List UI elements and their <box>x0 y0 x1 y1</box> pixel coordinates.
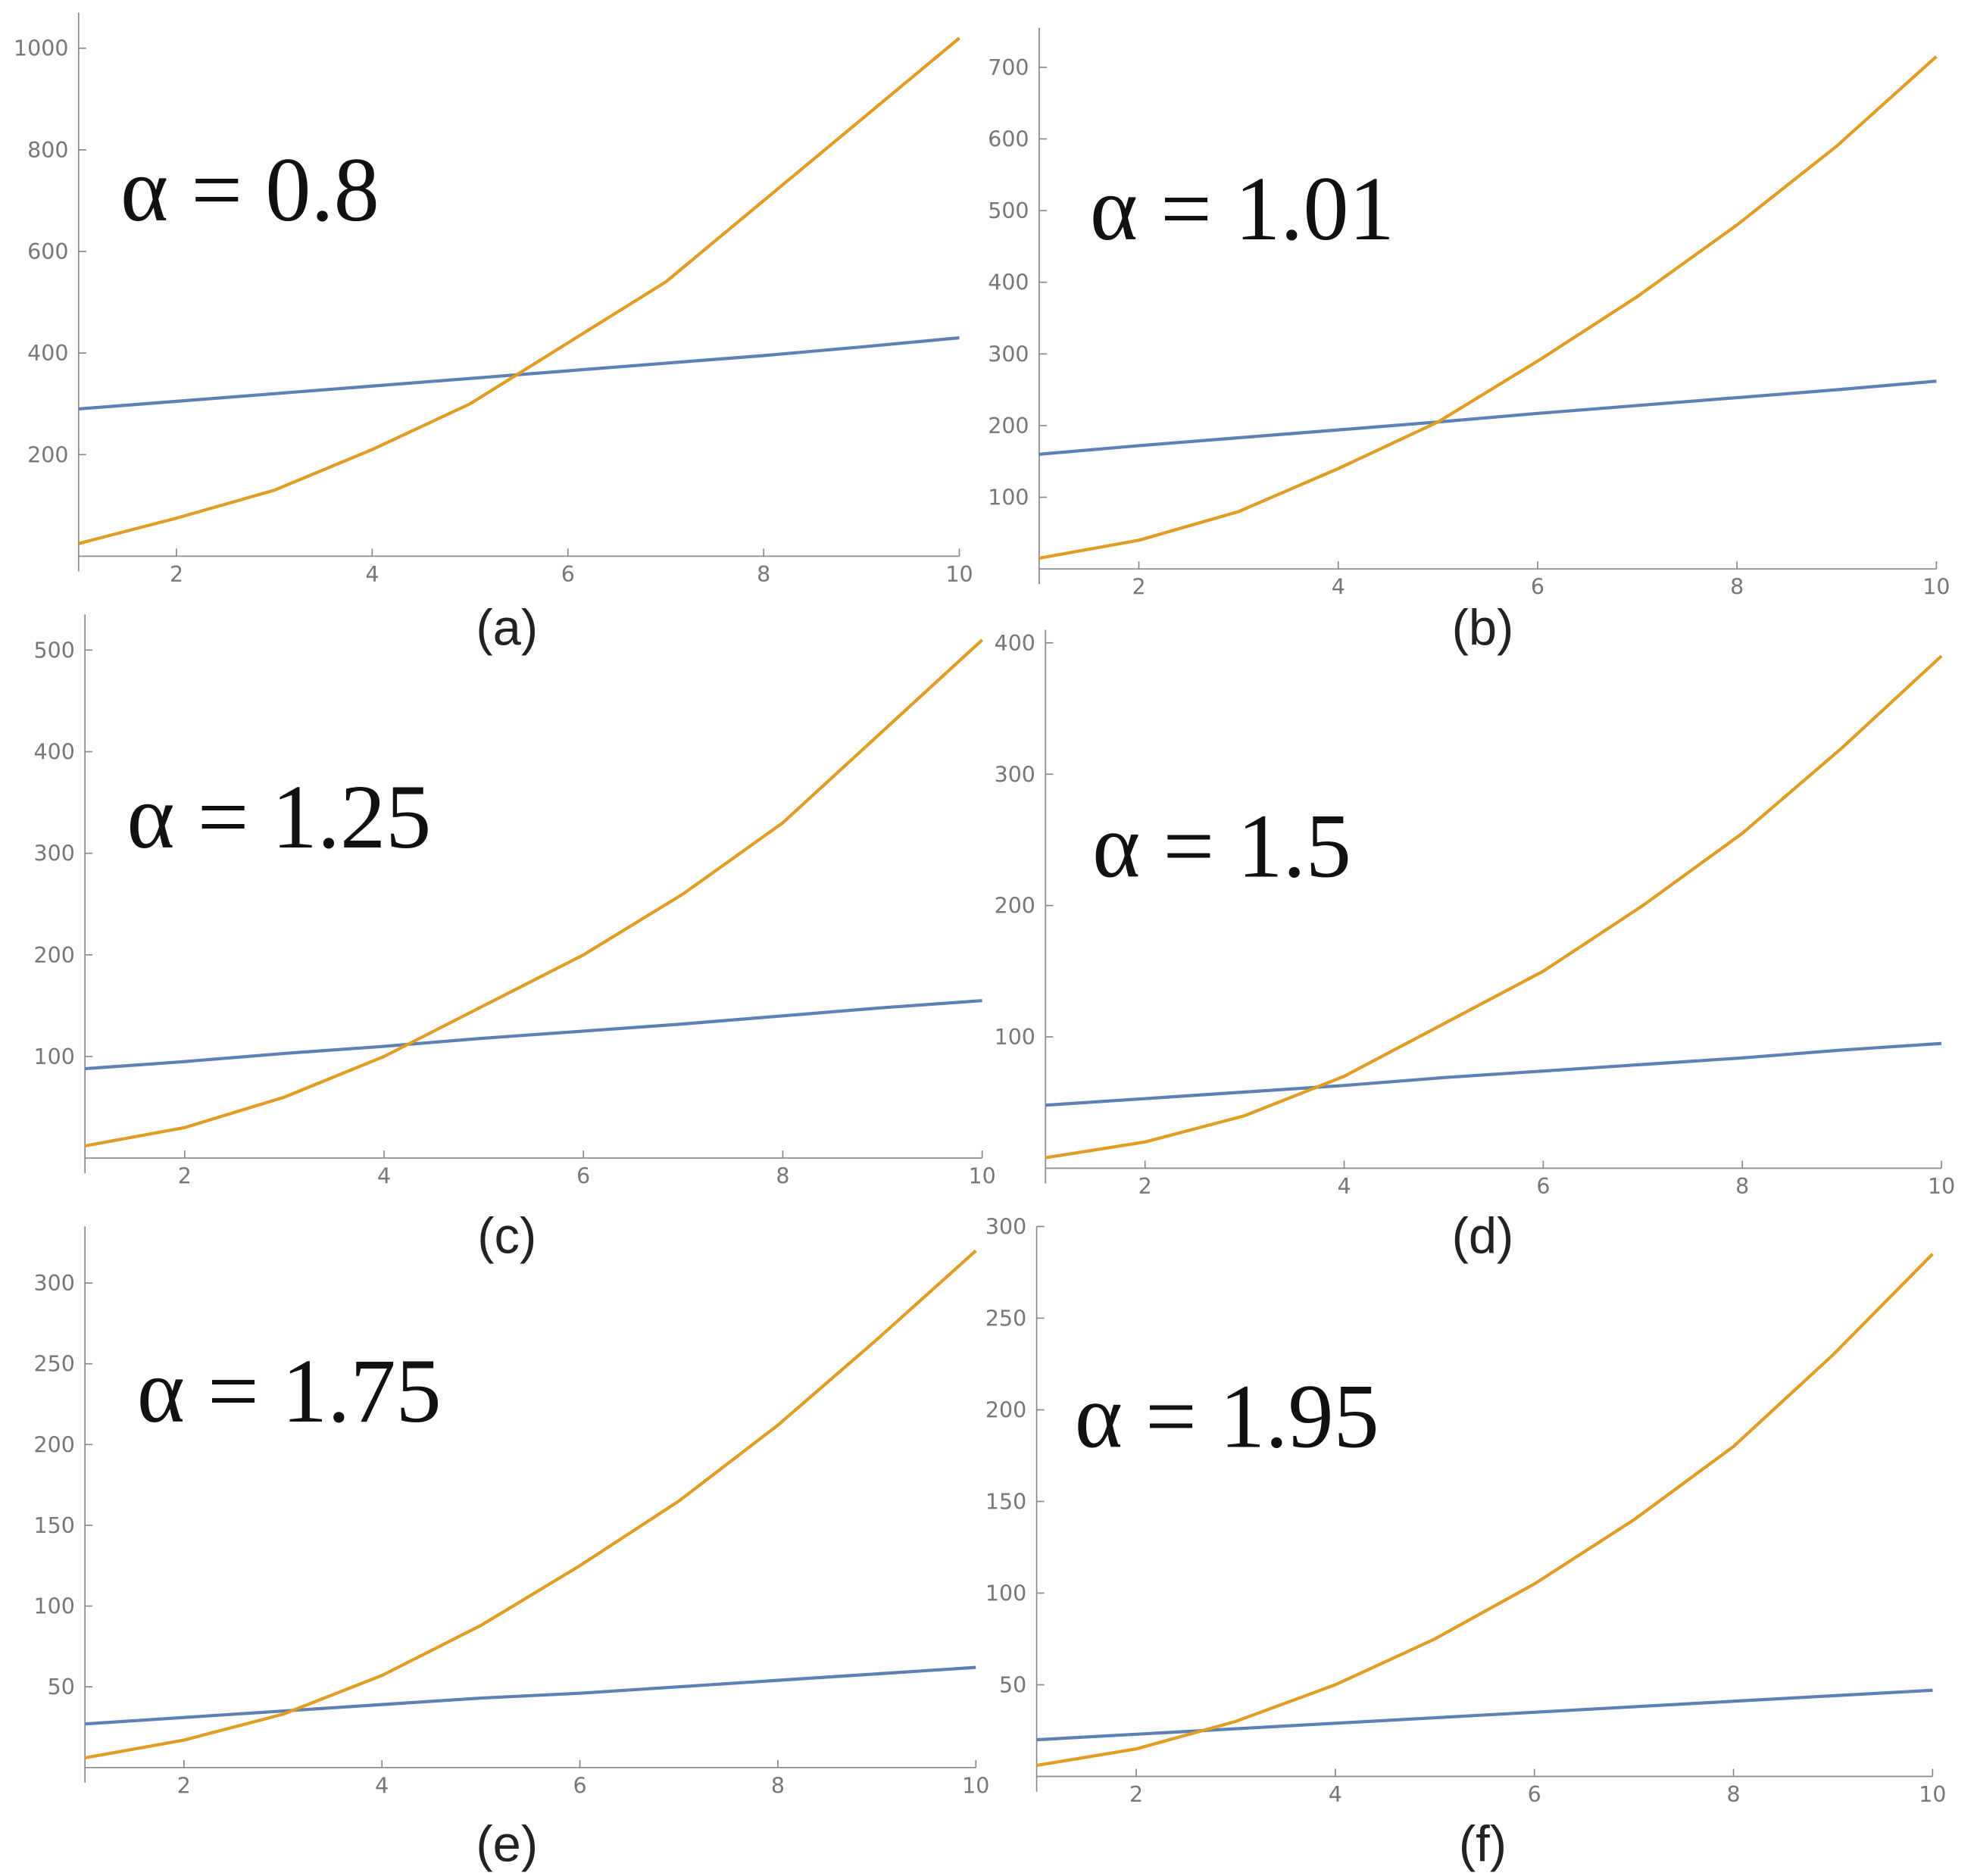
series-line <box>78 36 960 545</box>
x-tick-label: 6 <box>573 1773 587 1798</box>
y-tick-label: 200 <box>34 943 75 968</box>
x-tick-label: 8 <box>757 562 770 587</box>
series-line <box>1038 379 1937 456</box>
x-tick-label: 10 <box>1922 575 1950 600</box>
annotation: α = 1.75 <box>137 1341 442 1442</box>
x-tick-label: 6 <box>1528 1782 1541 1807</box>
y-tick-label: 400 <box>988 270 1029 295</box>
series-line <box>1045 1041 1942 1107</box>
x-tick-label: 8 <box>1735 1174 1749 1199</box>
y-tick-label: 400 <box>995 631 1035 656</box>
x-tick-label: 4 <box>377 1164 391 1189</box>
x-tick-label: 8 <box>771 1773 785 1798</box>
caption: (a) <box>476 600 538 657</box>
y-tick-label: 200 <box>34 1432 75 1457</box>
x-tick-label: 10 <box>962 1773 989 1798</box>
y-tick-label: 200 <box>985 1397 1026 1422</box>
series-line <box>84 638 984 1148</box>
x-tick-label: 4 <box>375 1773 389 1798</box>
y-tick-label: 250 <box>985 1306 1026 1331</box>
y-tick-label: 300 <box>34 841 75 866</box>
y-tick-label: 200 <box>27 442 68 467</box>
y-tick-label: 300 <box>34 1271 75 1296</box>
series-line <box>84 1249 977 1760</box>
x-tick-label: 4 <box>365 562 379 587</box>
series-line <box>1036 1688 1933 1742</box>
x-tick-label: 4 <box>1338 1174 1351 1199</box>
y-tick-label: 300 <box>995 762 1035 787</box>
annotation: α = 1.5 <box>1092 797 1351 897</box>
y-tick-label: 500 <box>988 198 1029 223</box>
series-line <box>1036 1253 1934 1768</box>
y-tick-label: 600 <box>988 126 1029 151</box>
x-tick-label: 2 <box>178 1164 192 1189</box>
y-tick-label: 200 <box>988 414 1029 439</box>
y-tick-label: 100 <box>995 1025 1035 1050</box>
caption: (f) <box>1459 1816 1507 1873</box>
y-tick-label: 150 <box>985 1490 1026 1515</box>
x-tick-label: 8 <box>1730 575 1744 600</box>
x-tick-label: 4 <box>1332 575 1345 600</box>
y-tick-label: 150 <box>34 1513 75 1538</box>
series-line <box>1045 654 1943 1160</box>
y-tick-label: 100 <box>988 485 1029 510</box>
x-tick-label: 6 <box>576 1164 590 1189</box>
y-tick-label: 800 <box>27 138 68 163</box>
caption: (c) <box>477 1208 536 1265</box>
x-tick-label: 6 <box>1531 575 1544 600</box>
y-tick-label: 500 <box>34 638 75 663</box>
x-tick-label: 10 <box>969 1164 996 1189</box>
x-tick-label: 6 <box>561 562 575 587</box>
series-line <box>85 999 982 1071</box>
x-tick-label: 10 <box>945 562 973 587</box>
y-tick-label: 50 <box>48 1675 75 1700</box>
x-tick-label: 8 <box>1726 1782 1740 1807</box>
series-line <box>85 1665 976 1726</box>
y-tick-label: 50 <box>999 1673 1026 1698</box>
y-tick-label: 300 <box>988 342 1029 367</box>
x-tick-label: 6 <box>1536 1174 1550 1199</box>
x-tick-label: 10 <box>1919 1782 1946 1807</box>
y-tick-label: 200 <box>995 894 1035 919</box>
caption: (b) <box>1452 600 1514 657</box>
x-tick-label: 2 <box>177 1773 191 1798</box>
x-tick-label: 4 <box>1329 1782 1342 1807</box>
y-tick-label: 400 <box>34 740 75 765</box>
y-tick-label: 100 <box>34 1044 75 1069</box>
annotation: α = 0.8 <box>120 140 379 241</box>
caption: (d) <box>1452 1208 1514 1265</box>
x-tick-label: 2 <box>1132 575 1145 600</box>
x-tick-label: 2 <box>1138 1174 1152 1199</box>
series-line <box>1038 55 1938 560</box>
y-tick-label: 300 <box>985 1214 1026 1239</box>
annotation: α = 1.95 <box>1075 1367 1379 1468</box>
caption: (e) <box>476 1816 538 1873</box>
y-tick-label: 100 <box>985 1581 1026 1606</box>
y-tick-label: 400 <box>27 341 68 366</box>
y-tick-label: 250 <box>34 1352 75 1377</box>
x-tick-label: 2 <box>1129 1782 1143 1807</box>
y-tick-label: 1000 <box>14 36 68 61</box>
annotation: α = 1.01 <box>1090 159 1395 260</box>
x-tick-label: 8 <box>776 1164 789 1189</box>
y-tick-label: 700 <box>988 55 1029 80</box>
x-tick-label: 10 <box>1928 1174 1955 1199</box>
annotation: α = 1.25 <box>126 767 431 868</box>
y-tick-label: 600 <box>27 239 68 264</box>
y-tick-label: 100 <box>34 1594 75 1619</box>
x-tick-label: 2 <box>170 562 183 587</box>
